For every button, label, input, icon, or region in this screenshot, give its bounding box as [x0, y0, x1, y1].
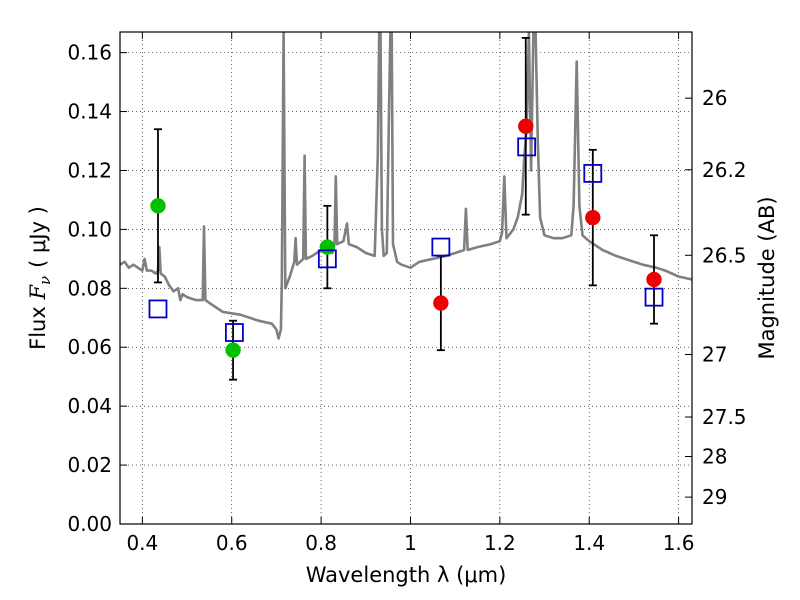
- x-tick-label: 1.4: [573, 531, 605, 555]
- x-tick-label: 1: [404, 531, 417, 555]
- y-label-math: F: [26, 284, 50, 301]
- y-axis-label-left: Flux Fν ( μJy ): [26, 206, 54, 350]
- right-tick-label: 27.5: [702, 405, 747, 429]
- x-tick-label: 1.2: [484, 531, 516, 555]
- data-point: [150, 198, 166, 214]
- right-tick-label: 29: [702, 485, 727, 509]
- right-tick-label: 26.5: [702, 243, 747, 267]
- y-axis-label-right: Magnitude (AB): [755, 196, 779, 359]
- x-tick-label: 0.8: [305, 531, 337, 555]
- data-point: [646, 271, 662, 288]
- ticks: [120, 32, 692, 525]
- y-tick-label: 0.06: [67, 335, 112, 359]
- y-tick-label: 0.00: [67, 512, 112, 536]
- data-point: [225, 342, 241, 358]
- y-label-prefix: Flux: [26, 300, 50, 350]
- x-tick-label: 0.4: [126, 531, 158, 555]
- y-label-unit: ( μJy ): [26, 206, 50, 268]
- spectrum-line: [120, 32, 692, 340]
- tick-labels: 0.4 0.6 0.8 1 1.2 1.4 1.6 0.00 0.02 0.04 0.06 0.08 0…: [67, 41, 746, 555]
- plot-background: [120, 32, 692, 524]
- data-point: [319, 239, 336, 255]
- marker-layer: [148, 118, 664, 358]
- right-tick-label: 26.2: [702, 158, 747, 182]
- model-point: [317, 249, 337, 269]
- data-point: [585, 209, 601, 226]
- model-point: [148, 299, 168, 319]
- data-point: [433, 295, 449, 311]
- data-point: [518, 118, 534, 135]
- y-tick-label: 0.10: [67, 217, 112, 241]
- y-tick-label: 0.02: [67, 453, 112, 477]
- x-tick-label: 0.6: [216, 531, 248, 555]
- model-point: [431, 237, 451, 257]
- x-tick-label: 1.6: [663, 531, 695, 555]
- plot-frame: [119, 31, 693, 525]
- model-point: [517, 137, 537, 157]
- x-axis-label: Wavelength λ (μm): [306, 563, 507, 587]
- model-point: [583, 164, 603, 183]
- y-tick-label: 0.04: [67, 394, 112, 418]
- y-label-sub: ν: [36, 276, 54, 285]
- model-point: [224, 323, 244, 342]
- y-tick-label: 0.08: [67, 276, 112, 300]
- right-tick-label: 28: [702, 445, 727, 469]
- right-tick-label: 27: [702, 342, 727, 366]
- y-tick-label: 0.16: [67, 41, 112, 65]
- y-tick-label: 0.12: [67, 158, 112, 182]
- right-tick-label: 26: [702, 86, 727, 110]
- y-tick-label: 0.14: [67, 100, 112, 124]
- spectrum-layer: [120, 32, 692, 340]
- model-point: [644, 287, 664, 307]
